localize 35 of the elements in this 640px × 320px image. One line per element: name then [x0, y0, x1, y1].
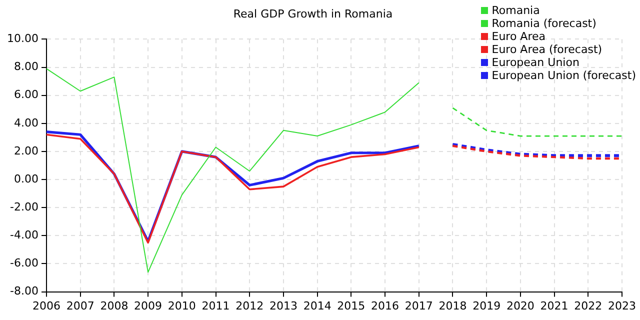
x-tick-label: 2020 [506, 299, 534, 312]
x-tick-label: 2016 [371, 299, 400, 312]
x-tick-label: 2023 [608, 299, 636, 312]
y-tick-label: -6.00 [10, 256, 38, 270]
x-tick-label: 2011 [202, 299, 230, 312]
y-tick-label: 0.00 [14, 172, 38, 186]
x-tick-label: 2019 [472, 299, 501, 312]
chart-title: Real GDP Growth in Romania [233, 7, 393, 20]
x-tick-label: 2022 [574, 299, 602, 312]
y-tick-label: 2.00 [14, 144, 38, 158]
legend-label: European Union [492, 56, 580, 69]
x-tick-label: 2017 [404, 299, 433, 312]
y-tick-label: -8.00 [10, 284, 38, 298]
x-tick-label: 2007 [66, 299, 94, 312]
legend-label: Romania [492, 4, 540, 17]
x-tick-label: 2008 [100, 299, 128, 312]
x-tick-label: 2006 [32, 299, 60, 312]
y-tick-label: -2.00 [10, 200, 38, 214]
y-tick-label: 8.00 [14, 60, 38, 74]
x-tick-label: 2009 [134, 299, 162, 312]
y-tick-label: -4.00 [10, 228, 38, 242]
legend-label: Euro Area (forecast) [492, 43, 602, 56]
x-tick-label: 2010 [168, 299, 196, 312]
x-tick-label: 2015 [337, 299, 366, 312]
x-tick-label: 2021 [540, 299, 568, 312]
x-tick-label: 2012 [236, 299, 264, 312]
y-tick-label: 4.00 [14, 116, 38, 130]
legend-label: Euro Area [492, 30, 546, 43]
x-tick-label: 2018 [438, 299, 467, 312]
legend-label: European Union (forecast) [492, 69, 636, 82]
x-tick-label: 2013 [269, 299, 298, 312]
x-tick-label: 2014 [303, 299, 332, 312]
y-tick-label: 6.00 [14, 88, 38, 102]
legend-label: Romania (forecast) [492, 17, 596, 30]
y-tick-label: 10.00 [6, 32, 38, 46]
